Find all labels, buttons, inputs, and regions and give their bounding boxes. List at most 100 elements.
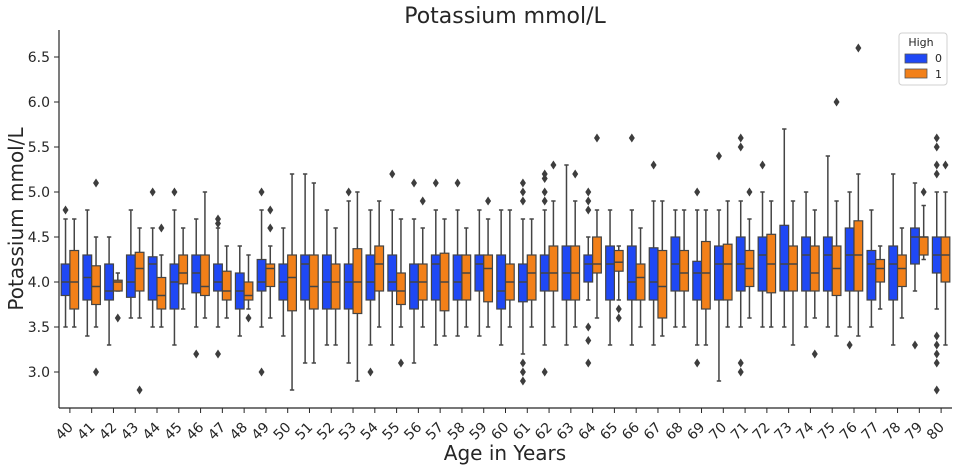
- box-iqr: [134, 251, 145, 292]
- outlier-point: [585, 205, 592, 215]
- outlier-point: [933, 133, 940, 143]
- box-iqr: [635, 263, 646, 301]
- box-iqr: [343, 263, 354, 310]
- box-iqr: [256, 258, 267, 292]
- outlier-point: [397, 358, 404, 368]
- outlier-point: [746, 187, 753, 197]
- box-iqr: [91, 265, 101, 306]
- legend-label-0: 0: [935, 52, 942, 65]
- box-0-47: [213, 214, 223, 359]
- outlier-point: [519, 358, 526, 368]
- series-0: [60, 128, 942, 395]
- box-0-55: [387, 169, 398, 346]
- y-tick-label: 5.5: [28, 140, 50, 156]
- box-1-47: [221, 245, 232, 319]
- box-iqr: [365, 254, 376, 301]
- box-iqr: [526, 254, 537, 301]
- box-0-50: [278, 227, 289, 337]
- outlier-point: [833, 97, 840, 107]
- legend-label-1: 1: [935, 68, 942, 81]
- outlier-point: [62, 205, 69, 215]
- box-iqr: [626, 245, 637, 301]
- outlier-point: [920, 187, 927, 197]
- x-axis: 4041424344454647484950515253545556575859…: [53, 407, 952, 444]
- box-iqr: [191, 254, 202, 294]
- x-tick-label: 48: [227, 420, 251, 444]
- box-iqr: [940, 236, 951, 283]
- box-0-72: [757, 160, 768, 328]
- box-iqr: [713, 245, 724, 301]
- y-tick-label: 4.5: [28, 230, 50, 246]
- x-tick-label: 41: [75, 420, 99, 444]
- x-tick-label: 60: [488, 420, 512, 444]
- box-1-54: [374, 200, 385, 328]
- y-tick-label: 5.0: [28, 185, 50, 201]
- outlier-point: [694, 358, 701, 368]
- box-1-73: [788, 200, 798, 346]
- outlier-point: [846, 340, 853, 350]
- outlier-point: [519, 376, 526, 386]
- box-iqr: [657, 249, 668, 319]
- box-0-63: [561, 164, 572, 346]
- x-tick-label: 72: [750, 420, 774, 444]
- box-iqr: [387, 254, 398, 292]
- outlier-point: [432, 178, 439, 188]
- outlier-point: [267, 223, 274, 233]
- box-iqr: [583, 254, 594, 283]
- box-iqr: [822, 236, 833, 292]
- outlier-point: [136, 385, 143, 395]
- outlier-point: [550, 160, 557, 170]
- box-iqr: [125, 254, 136, 298]
- box-1-60: [504, 209, 515, 328]
- outlier-point: [93, 178, 100, 188]
- box-1-65: [613, 245, 624, 323]
- outlier-point: [737, 133, 744, 143]
- x-tick-label: 58: [445, 420, 469, 444]
- box-0-48: [234, 245, 245, 337]
- x-tick-label: 42: [96, 420, 120, 444]
- box-1-44: [156, 223, 167, 328]
- box-iqr: [788, 245, 798, 292]
- box-iqr: [517, 263, 528, 303]
- box-1-69: [700, 209, 711, 346]
- outlier-point: [541, 187, 548, 197]
- x-tick-label: 53: [336, 420, 360, 444]
- x-tick-label: 59: [467, 420, 491, 444]
- box-0-73: [779, 128, 790, 328]
- box-1-40: [69, 218, 80, 328]
- outlier-point: [114, 313, 121, 323]
- outlier-point: [485, 196, 492, 206]
- box-iqr: [605, 245, 616, 301]
- outlier-point: [585, 196, 592, 206]
- outlier-point: [258, 187, 265, 197]
- y-axis-title: Potassium mmol/L: [4, 127, 28, 311]
- box-0-51: [300, 173, 311, 364]
- box-iqr: [831, 245, 842, 297]
- box-iqr: [243, 281, 254, 301]
- box-iqr: [888, 245, 899, 301]
- box-iqr: [853, 220, 864, 292]
- outlier-point: [933, 385, 940, 395]
- x-tick-label: 76: [837, 419, 861, 443]
- box-0-69: [692, 187, 703, 368]
- x-tick-label: 63: [554, 420, 578, 444]
- x-axis-title: Age in Years: [444, 441, 566, 465]
- box-iqr: [265, 263, 276, 288]
- box-iqr: [156, 276, 167, 310]
- box-0-74: [801, 191, 812, 328]
- outlier-point: [933, 358, 940, 368]
- box-iqr: [221, 270, 232, 301]
- box-1-55: [395, 218, 406, 368]
- box-iqr: [918, 236, 929, 256]
- box-iqr: [679, 249, 690, 292]
- box-iqr: [910, 227, 920, 265]
- x-tick-label: 46: [183, 419, 207, 443]
- box-1-61: [526, 218, 537, 328]
- outlier-point: [615, 313, 622, 323]
- outlier-point: [911, 340, 918, 350]
- box-iqr: [169, 263, 180, 310]
- box-1-64: [592, 133, 602, 319]
- outlier-point: [933, 142, 940, 152]
- box-0-66: [626, 133, 637, 346]
- box-1-50: [287, 173, 298, 391]
